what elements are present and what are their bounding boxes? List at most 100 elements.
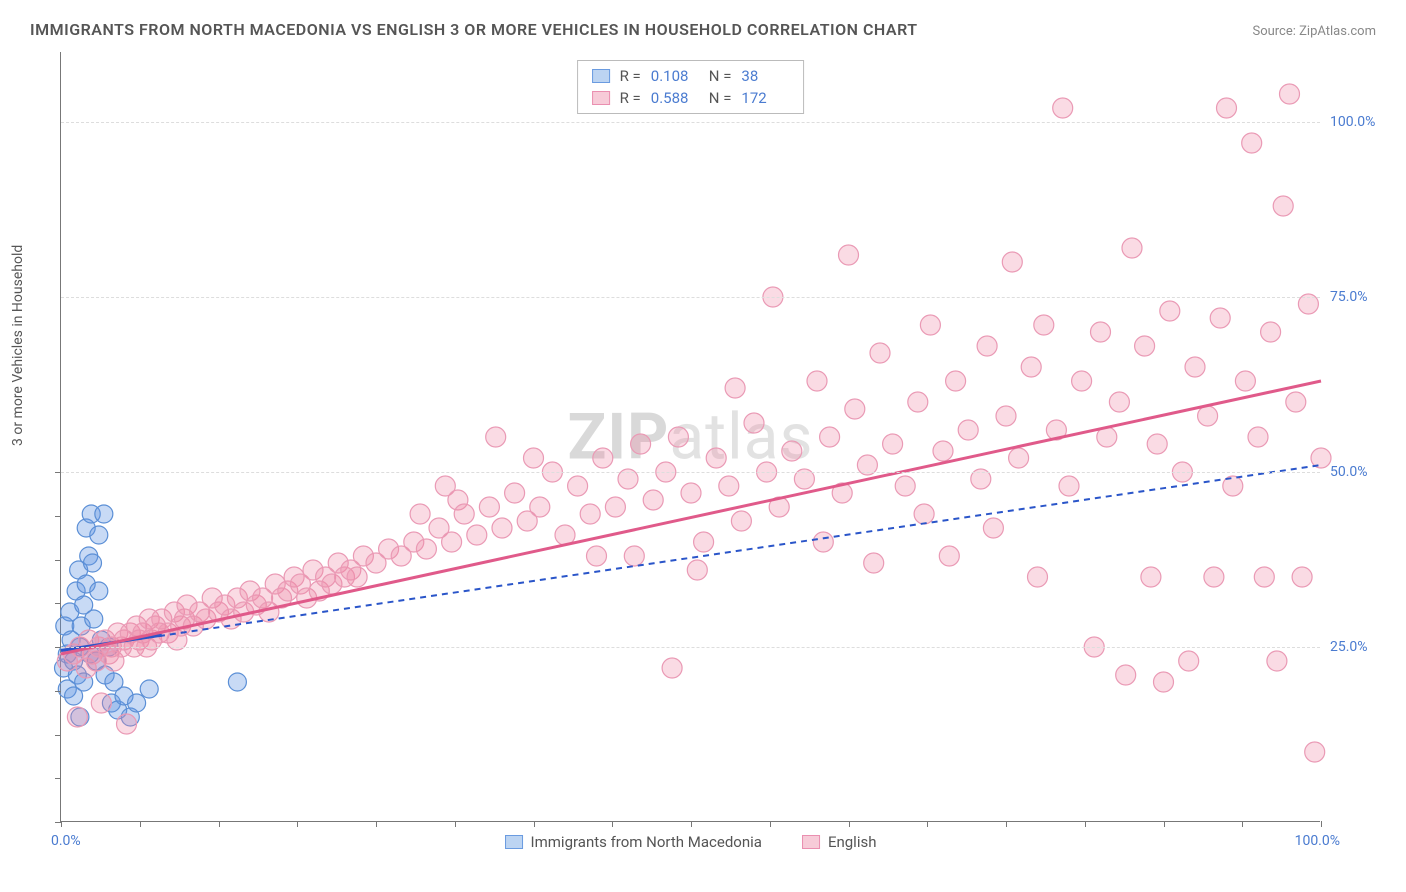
data-point: [1135, 336, 1155, 356]
data-point: [479, 497, 499, 517]
x-tick: [1242, 821, 1243, 827]
legend-swatch: [592, 91, 610, 105]
y-tick: [55, 516, 61, 517]
x-tick: [61, 821, 62, 827]
plot-area: ZIPatlas R =0.108N =38R =0.588N =172 0.0…: [60, 52, 1320, 822]
n-value: 38: [741, 67, 789, 85]
data-point: [624, 546, 644, 566]
data-point: [939, 546, 959, 566]
x-tick: [140, 821, 141, 827]
data-point: [668, 427, 688, 447]
x-tick: [770, 821, 771, 827]
data-point: [1147, 434, 1167, 454]
y-tick: [55, 822, 61, 823]
data-point: [1204, 567, 1224, 587]
data-point: [410, 504, 430, 524]
data-point: [1059, 476, 1079, 496]
legend-swatch: [592, 69, 610, 83]
series-label: English: [828, 833, 877, 851]
r-label: R =: [620, 89, 641, 107]
x-tick: [219, 821, 220, 827]
n-value: 172: [741, 89, 789, 107]
y-tick: [55, 603, 61, 604]
stats-legend-row: R =0.108N =38: [578, 65, 804, 87]
legend-swatch: [802, 835, 820, 849]
y-tick: [55, 735, 61, 736]
y-tick-label: 100.0%: [1330, 114, 1390, 130]
data-point: [140, 680, 158, 698]
data-point: [681, 483, 701, 503]
data-point: [706, 448, 726, 468]
n-label: N =: [709, 89, 732, 107]
data-point: [593, 448, 613, 468]
gridline: [61, 297, 1320, 298]
stats-legend-row: R = 0.588 N = 172: [578, 87, 804, 109]
data-point: [117, 714, 137, 734]
data-point: [920, 315, 940, 335]
data-point: [486, 427, 506, 447]
y-tick: [55, 778, 61, 779]
data-point: [416, 539, 436, 559]
trend-line: [61, 381, 1321, 654]
x-tick: [927, 821, 928, 827]
data-point: [1185, 357, 1205, 377]
data-point: [1273, 196, 1293, 216]
data-point: [1242, 133, 1262, 153]
data-point: [1141, 567, 1161, 587]
y-tick: [55, 472, 61, 473]
x-tick: [376, 821, 377, 827]
chart-title: IMMIGRANTS FROM NORTH MACEDONIA VS ENGLI…: [30, 20, 918, 39]
data-point: [1210, 308, 1230, 328]
data-point: [95, 505, 113, 523]
data-point: [1053, 98, 1073, 118]
data-point: [605, 497, 625, 517]
data-point: [1254, 567, 1274, 587]
data-point: [662, 658, 682, 678]
data-point: [505, 483, 525, 503]
data-point: [1154, 672, 1174, 692]
data-point: [820, 427, 840, 447]
data-point: [643, 490, 663, 510]
gridline: [61, 122, 1320, 123]
data-point: [587, 546, 607, 566]
data-point: [694, 532, 714, 552]
data-point: [228, 673, 246, 691]
data-point: [84, 554, 102, 572]
data-point: [1160, 301, 1180, 321]
r-label: R =: [620, 67, 641, 85]
data-point: [631, 434, 651, 454]
data-point: [1235, 371, 1255, 391]
data-point: [1179, 651, 1199, 671]
data-point: [1009, 448, 1029, 468]
data-point: [845, 399, 865, 419]
y-tick-label: 25.0%: [1330, 639, 1390, 655]
data-point: [128, 694, 146, 712]
y-tick-label: 50.0%: [1330, 464, 1390, 480]
data-point: [719, 476, 739, 496]
data-point: [85, 610, 103, 628]
data-point: [1122, 238, 1142, 258]
x-tick: [1321, 821, 1322, 827]
data-point: [467, 525, 487, 545]
data-point: [442, 532, 462, 552]
data-point: [1280, 84, 1300, 104]
data-point: [1248, 427, 1268, 447]
data-point: [1305, 742, 1325, 762]
data-point: [725, 378, 745, 398]
data-point: [731, 511, 751, 531]
x-tick: [1164, 821, 1165, 827]
r-value: 0.588: [651, 89, 699, 107]
x-tick: [1006, 821, 1007, 827]
x-max-label: 100.0%: [1295, 833, 1340, 849]
y-tick-label: 75.0%: [1330, 289, 1390, 305]
data-point: [530, 497, 550, 517]
data-point: [454, 504, 474, 524]
data-point: [1261, 322, 1281, 342]
data-point: [895, 476, 915, 496]
data-point: [347, 567, 367, 587]
y-tick: [55, 647, 61, 648]
legend-swatch: [505, 835, 523, 849]
y-tick: [55, 691, 61, 692]
data-point: [90, 582, 108, 600]
data-point: [580, 504, 600, 524]
